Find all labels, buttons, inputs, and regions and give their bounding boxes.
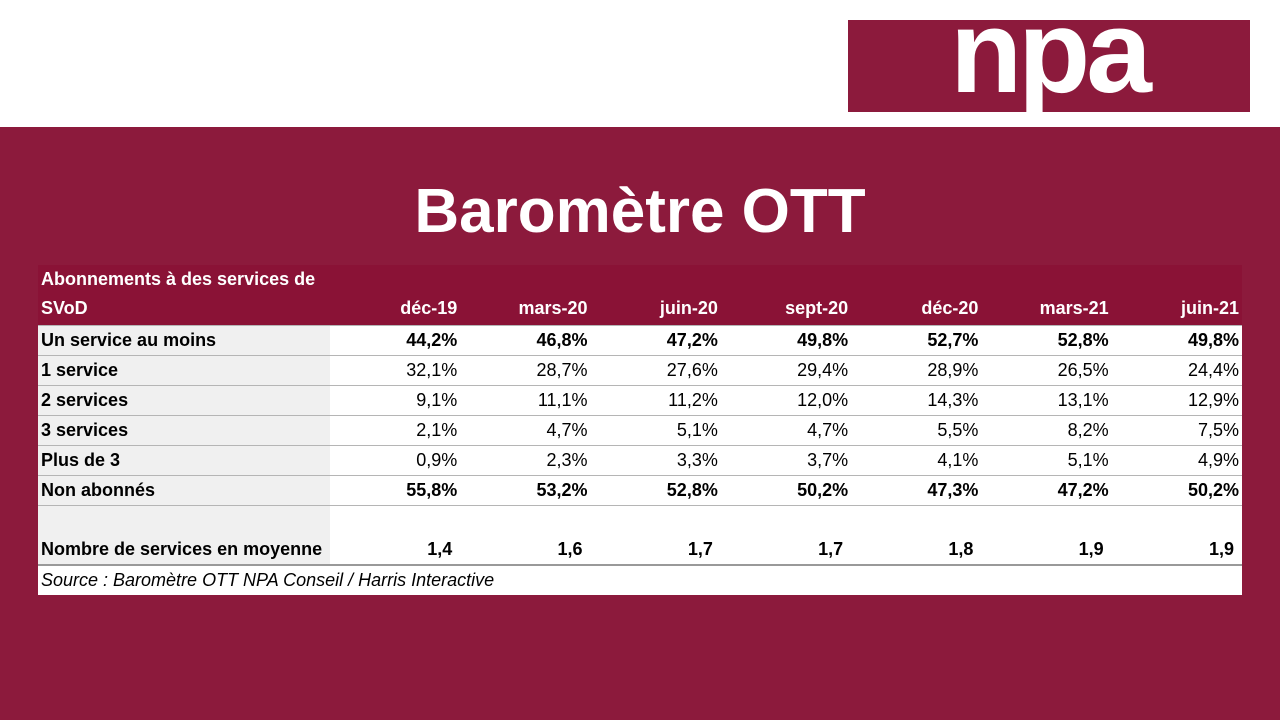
cell: 52,8% — [981, 325, 1112, 356]
cell: 11,2% — [590, 385, 721, 416]
cell: 1,4 — [330, 505, 461, 566]
column-header: mars-20 — [460, 265, 591, 326]
cell: 4,7% — [460, 415, 591, 446]
column-header: déc-19 — [330, 265, 461, 326]
cell: 44,2% — [330, 325, 461, 356]
table-row: Nombre de services en moyenne 1,4 1,6 1,7 1,… — [38, 505, 1242, 566]
table-row: 3 services 2,1% 4,7% 5,1% 4,7% 5,5% 8,2% 7,5% — [38, 415, 1242, 446]
cell: 2,3% — [460, 445, 591, 476]
cell: 12,9% — [1111, 385, 1242, 416]
cell: 47,2% — [981, 475, 1112, 506]
cell: 26,5% — [981, 355, 1112, 386]
cell: 24,4% — [1111, 355, 1242, 386]
table-row: Plus de 3 0,9% 2,3% 3,3% 3,7% 4,1% 5,1% 4,9% — [38, 445, 1242, 476]
table-body: Un service au moins 44,2% 46,8% 47,2% 49,8% 5… — [38, 325, 1242, 566]
table-row: 2 services 9,1% 11,1% 11,2% 12,0% 14,3% 13,1% 1… — [38, 385, 1242, 416]
header-row: Abonnements à des services de SVoD déc-19… — [38, 265, 1242, 326]
corner-header: Abonnements à des services de SVoD — [38, 265, 330, 326]
cell: 32,1% — [330, 355, 461, 386]
cell: 8,2% — [981, 415, 1112, 446]
cell: 5,1% — [590, 415, 721, 446]
logo: npa — [848, 20, 1250, 112]
cell: 3,3% — [590, 445, 721, 476]
cell: 1,9 — [981, 505, 1112, 566]
table-row: Non abonnés 55,8% 53,2% 52,8% 50,2% 47,3% 47,2… — [38, 475, 1242, 506]
cell: 1,8 — [851, 505, 982, 566]
cell: 27,6% — [590, 355, 721, 386]
row-label: 2 services — [38, 385, 330, 416]
cell: 1,9 — [1111, 505, 1242, 566]
cell: 2,1% — [330, 415, 461, 446]
cell: 3,7% — [720, 445, 852, 476]
column-header: juin-20 — [590, 265, 721, 326]
row-label: 3 services — [38, 415, 330, 446]
cell: 52,8% — [590, 475, 721, 506]
cell: 47,2% — [590, 325, 721, 356]
cell: 4,9% — [1111, 445, 1242, 476]
cell: 53,2% — [460, 475, 591, 506]
cell: 55,8% — [330, 475, 461, 506]
cell: 1,7 — [720, 505, 852, 566]
cell: 49,8% — [720, 325, 852, 356]
data-table: Abonnements à des services de SVoD déc-19… — [38, 265, 1242, 595]
source: Source : Baromètre OTT NPA Conseil / Har… — [38, 564, 1242, 595]
cell: 28,9% — [851, 355, 982, 386]
header-band: npa — [0, 0, 1280, 127]
row-label: Nombre de services en moyenne — [38, 505, 330, 566]
cell: 11,1% — [460, 385, 591, 416]
source-row: Source : Baromètre OTT NPA Conseil / Har… — [38, 564, 1242, 595]
logo-text: npa — [950, 20, 1152, 112]
cell: 7,5% — [1111, 415, 1242, 446]
cell: 4,1% — [851, 445, 982, 476]
column-header: déc-20 — [851, 265, 982, 326]
cell: 9,1% — [330, 385, 461, 416]
cell: 28,7% — [460, 355, 591, 386]
row-label: 1 service — [38, 355, 330, 386]
cell: 12,0% — [720, 385, 852, 416]
cell: 1,6 — [460, 505, 591, 566]
row-label: Plus de 3 — [38, 445, 330, 476]
cell: 29,4% — [720, 355, 852, 386]
cell: 4,7% — [720, 415, 852, 446]
cell: 13,1% — [981, 385, 1112, 416]
cell: 50,2% — [1111, 475, 1242, 506]
row-label: Non abonnés — [38, 475, 330, 506]
table-row: 1 service 32,1% 28,7% 27,6% 29,4% 28,9% 26,5% 2… — [38, 355, 1242, 386]
column-header: sept-20 — [720, 265, 852, 326]
column-header: juin-21 — [1111, 265, 1242, 326]
cell: 50,2% — [720, 475, 852, 506]
cell: 49,8% — [1111, 325, 1242, 356]
cell: 52,7% — [851, 325, 982, 356]
cell: 1,7 — [590, 505, 721, 566]
cell: 0,9% — [330, 445, 461, 476]
cell: 47,3% — [851, 475, 982, 506]
cell: 5,1% — [981, 445, 1112, 476]
cell: 5,5% — [851, 415, 982, 446]
table-row: Un service au moins 44,2% 46,8% 47,2% 49,8% 5… — [38, 325, 1242, 356]
cell: 46,8% — [460, 325, 591, 356]
cell: 14,3% — [851, 385, 982, 416]
row-label: Un service au moins — [38, 325, 330, 356]
title: Baromètre OTT — [414, 177, 866, 246]
column-header: mars-21 — [981, 265, 1112, 326]
